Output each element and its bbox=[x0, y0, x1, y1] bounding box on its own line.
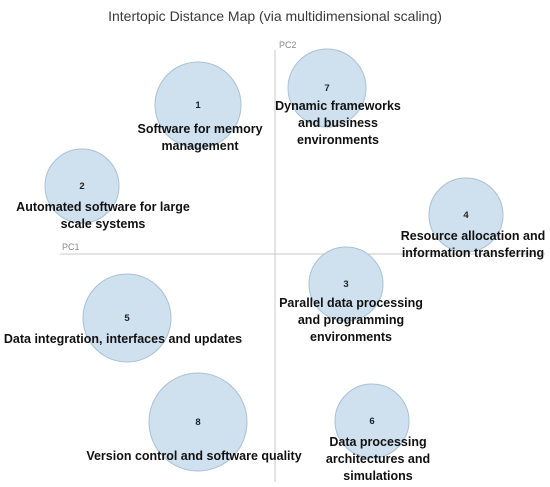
topic-label-line: and programming bbox=[298, 313, 404, 327]
topic-bubble-3[interactable] bbox=[308, 246, 384, 322]
topic-bubble-7[interactable] bbox=[287, 48, 367, 128]
topic-number-4: 4 bbox=[463, 210, 469, 221]
topic-bubble-4[interactable] bbox=[428, 177, 504, 253]
topic-label-8: Version control and software quality bbox=[86, 449, 301, 463]
map-title: Intertopic Distance Map (via multidimens… bbox=[108, 8, 442, 24]
topic-label-line: Data integration, interfaces and updates bbox=[4, 332, 242, 346]
topic-number-2: 2 bbox=[79, 181, 84, 192]
topic-number-3: 3 bbox=[343, 279, 348, 290]
topic-label-line: management bbox=[161, 139, 239, 153]
topic-label-line: Version control and software quality bbox=[86, 449, 301, 463]
topic-label-line: Data processing bbox=[329, 435, 426, 449]
topic-label-line: information transferring bbox=[402, 246, 544, 260]
topic-label-line: environments bbox=[297, 133, 379, 147]
topic-label-line: Resource allocation and bbox=[401, 229, 545, 243]
topic-label-7: Dynamic frameworks and business environmen… bbox=[275, 99, 401, 147]
topic-bubbles: 1 2 3 4 5 6 7 8 bbox=[44, 48, 504, 472]
topic-bubble-1[interactable] bbox=[154, 61, 242, 149]
topic-labels: Software for memory management Automated s… bbox=[4, 99, 545, 483]
topic-label-line: environments bbox=[310, 330, 392, 344]
topic-label-line: simulations bbox=[343, 469, 413, 483]
topic-number-1: 1 bbox=[195, 100, 201, 111]
topic-label-line: Parallel data processing bbox=[279, 296, 423, 310]
topic-label-5: Data integration, interfaces and updates bbox=[4, 332, 242, 346]
topic-number-5: 5 bbox=[124, 313, 130, 324]
topic-number-7: 7 bbox=[324, 83, 329, 94]
topic-label-3: Parallel data processing and programming e… bbox=[279, 296, 423, 344]
topic-label-1: Software for memory management bbox=[137, 122, 262, 153]
topic-label-line: and business bbox=[298, 116, 378, 130]
topic-number-8: 8 bbox=[195, 417, 200, 428]
topic-label-line: scale systems bbox=[61, 217, 146, 231]
pc2-axis-label: PC2 bbox=[279, 40, 297, 50]
topic-bubble-5[interactable] bbox=[82, 273, 172, 363]
topic-label-line: architectures and bbox=[326, 452, 430, 466]
topic-label-line: Dynamic frameworks bbox=[275, 99, 401, 113]
topic-label-2: Automated software for large scale system… bbox=[16, 200, 190, 231]
topic-bubble-8[interactable] bbox=[148, 372, 248, 472]
topic-number-6: 6 bbox=[369, 416, 374, 427]
topic-bubble-2[interactable] bbox=[44, 148, 120, 224]
topic-bubble-6[interactable] bbox=[334, 383, 410, 459]
topic-label-6: Data processing architectures and simulati… bbox=[326, 435, 430, 483]
topic-label-4: Resource allocation and information trans… bbox=[401, 229, 545, 260]
topic-label-line: Automated software for large bbox=[16, 200, 190, 214]
topic-label-line: Software for memory bbox=[137, 122, 262, 136]
pc1-axis-label: PC1 bbox=[62, 242, 80, 252]
